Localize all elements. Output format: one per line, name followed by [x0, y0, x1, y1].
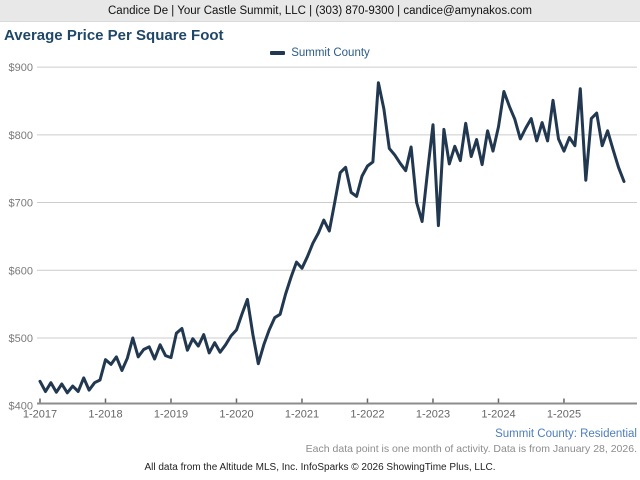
attribution: All data from the Altitude MLS, Inc. Inf… [144, 462, 496, 473]
x-axis-label: 1-2017 [23, 409, 57, 421]
x-axis-label: 1-2022 [350, 409, 384, 421]
y-axis-label: $400 [9, 401, 33, 413]
y-axis-label: $500 [9, 333, 33, 345]
x-axis-label: 1-2019 [154, 409, 188, 421]
y-axis-label: $600 [9, 265, 33, 277]
x-axis-label: 1-2018 [88, 409, 122, 421]
summit-county-series-line [38, 81, 626, 395]
x-axis-label: 1-2020 [219, 409, 253, 421]
legend: Summit County [0, 46, 640, 60]
x-axis-label: 1-2025 [547, 409, 581, 421]
y-axis-label: $800 [9, 130, 33, 142]
x-axis-label: 1-2023 [416, 409, 450, 421]
legend-label: Summit County [291, 47, 370, 59]
data-note: Each data point is one month of activity… [305, 443, 637, 455]
contact-text: Candice De | Your Castle Summit, LLC | (… [108, 4, 532, 17]
x-axis-label: 1-2024 [481, 409, 515, 421]
y-axis-label: $700 [9, 198, 33, 210]
page-title: Average Price Per Square Foot [4, 27, 224, 44]
legend-line-swatch [270, 51, 286, 55]
y-axis-label: $900 [9, 62, 33, 74]
series-descriptor: Summit County: Residential [495, 428, 637, 440]
x-axis-label: 1-2021 [285, 409, 319, 421]
contact-header: Candice De | Your Castle Summit, LLC | (… [0, 0, 640, 22]
